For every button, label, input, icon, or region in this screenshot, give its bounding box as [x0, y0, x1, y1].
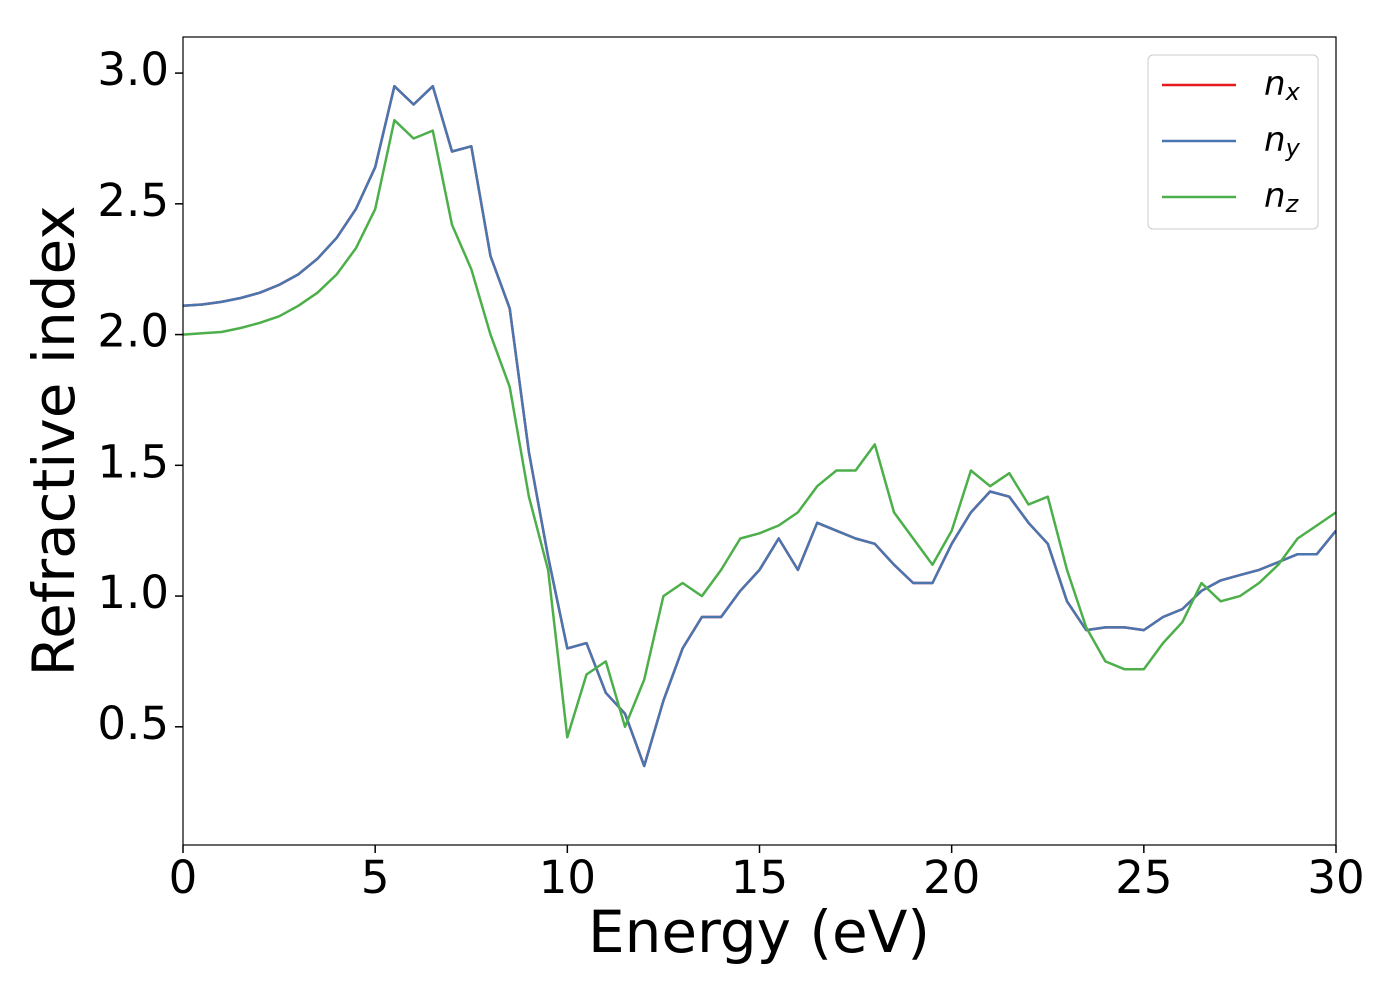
y-tick-label: 2.0 — [97, 305, 169, 358]
legend-sub: x — [1285, 78, 1301, 106]
y-axis-label: Refractive index — [20, 205, 88, 676]
legend-base: n — [1264, 176, 1286, 216]
legend-base: n — [1264, 120, 1286, 160]
y-tick-label: 1.5 — [97, 435, 169, 488]
legend-label: nx — [1264, 64, 1301, 107]
y-tick-label: 1.0 — [97, 566, 169, 619]
legend-sub: y — [1285, 134, 1301, 162]
series-line — [183, 118, 1336, 739]
x-tick-label: 5 — [361, 851, 390, 904]
legend-base: n — [1264, 64, 1286, 104]
y-tick-label: 2.5 — [97, 174, 169, 227]
legend-sub: z — [1285, 190, 1300, 218]
x-tick-label: 20 — [923, 851, 980, 904]
plot-frame — [182, 36, 1337, 846]
series-line — [183, 84, 1336, 768]
y-tick-label: 0.5 — [97, 697, 169, 750]
y-tick-label: 3.0 — [97, 43, 169, 96]
x-tick-label: 15 — [731, 851, 788, 904]
legend-label: ny — [1264, 120, 1301, 163]
x-tick-label: 25 — [1115, 851, 1172, 904]
x-tick-label: 10 — [539, 851, 596, 904]
legend-label: nz — [1264, 176, 1300, 219]
x-axis-label: Energy (eV) — [588, 898, 930, 966]
x-tick-label: 0 — [169, 851, 198, 904]
x-tick-label: 30 — [1307, 851, 1364, 904]
